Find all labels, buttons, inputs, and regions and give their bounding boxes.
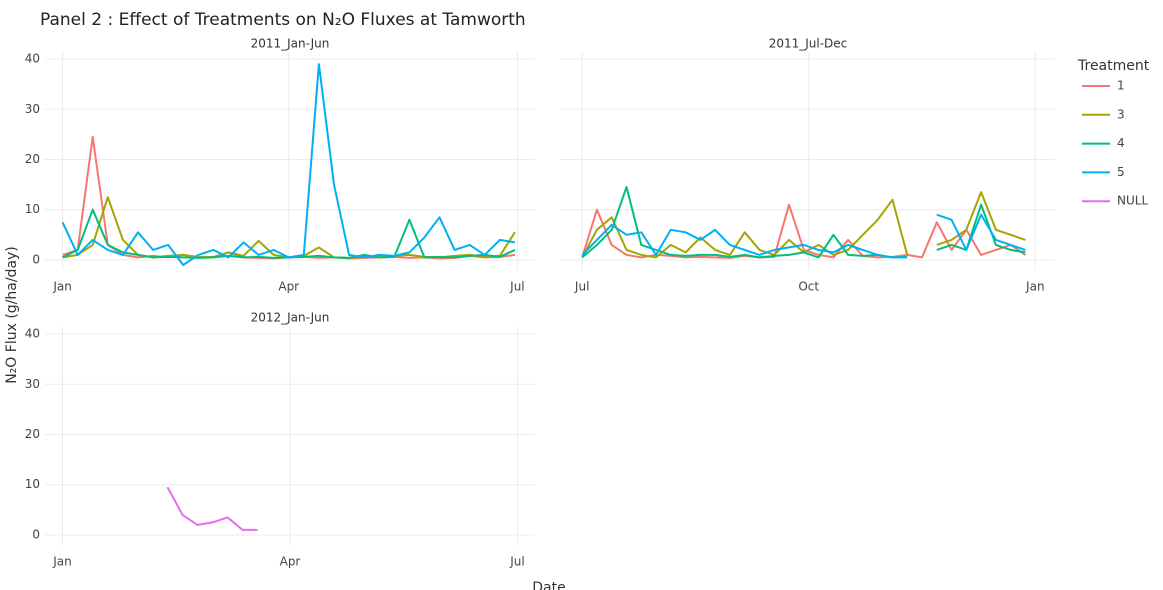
x-tick-label: Apr [280,555,301,569]
legend-label: NULL [1117,194,1148,208]
y-tick-label: 20 [25,427,40,441]
series-line [581,186,1026,259]
y-tick-label: 10 [25,202,40,216]
legend-label: 1 [1117,79,1125,93]
legend-title: Treatment [1077,58,1150,74]
series-line [168,487,483,530]
facet-title: 2012_Jan-Jun [251,311,330,325]
series-line [581,213,1026,259]
x-tick-label: Jul [509,555,524,569]
legend-label: 5 [1117,165,1125,179]
legend-label: 3 [1117,107,1125,121]
x-tick-label: Apr [278,280,299,294]
y-tick-label: 0 [32,252,40,266]
series-line [581,203,1026,259]
series-line [61,63,516,266]
series-line [581,191,1026,259]
x-tick-label: Jan [1025,280,1045,294]
x-tick-label: Oct [798,280,819,294]
y-tick-label: 20 [25,152,40,166]
x-axis-label: Date [532,580,565,590]
y-tick-label: 0 [32,527,40,541]
y-tick-label: 30 [25,102,40,116]
x-tick-label: Jul [509,280,524,294]
y-tick-label: 10 [25,477,40,491]
x-tick-label: Jan [52,280,72,294]
y-tick-label: 40 [25,327,40,341]
x-tick-label: Jan [52,555,72,569]
y-tick-label: 30 [25,377,40,391]
facet-title: 2011_Jan-Jun [251,37,330,51]
y-tick-label: 40 [25,52,40,66]
x-tick-label: Jul [574,280,589,294]
y-axis-label: N₂O Flux (g/ha/day) [4,246,20,384]
chart-title: Panel 2 : Effect of Treatments on N₂O Fl… [40,10,526,30]
legend-label: 4 [1117,136,1125,150]
facet-title: 2011_Jul-Dec [769,37,848,51]
